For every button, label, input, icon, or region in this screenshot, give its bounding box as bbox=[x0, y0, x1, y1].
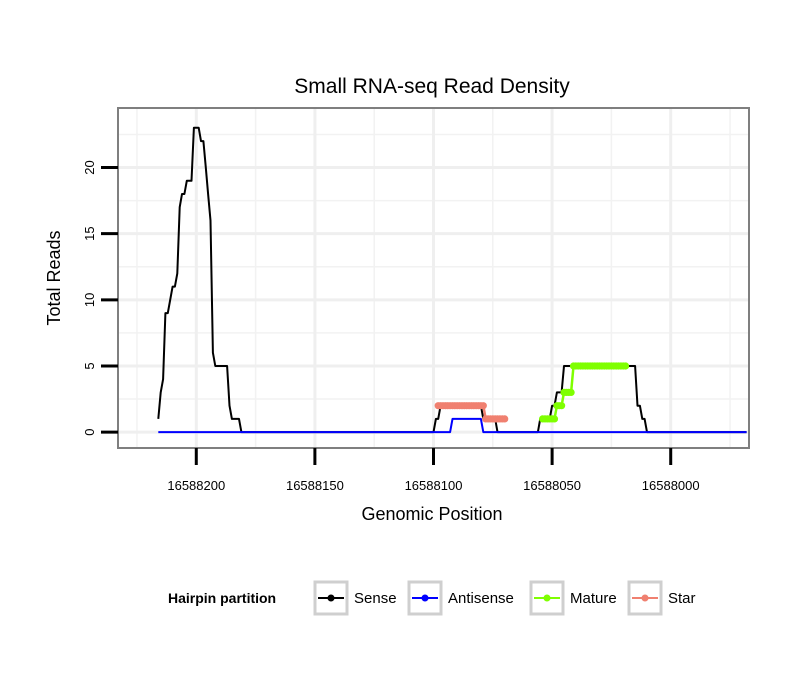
legend-item-sense: Sense bbox=[313, 580, 397, 616]
y-tick-label: 20 bbox=[82, 160, 97, 174]
legend-key-point bbox=[421, 594, 429, 602]
legend-label: Antisense bbox=[448, 590, 514, 607]
series-layer bbox=[157, 126, 747, 434]
legend-key-point bbox=[543, 594, 551, 602]
point-mature bbox=[550, 415, 559, 423]
point-mature bbox=[558, 402, 566, 410]
x-tick-label: 16588050 bbox=[523, 478, 581, 493]
legend: Hairpin partition Sense Antisense Mature St… bbox=[168, 580, 696, 616]
legend-items: Sense Antisense Mature Star bbox=[313, 580, 696, 616]
x-tick-label: 16588100 bbox=[405, 478, 463, 493]
y-tick-label: 10 bbox=[82, 293, 97, 307]
y-axis: 0 5 10 15 20 bbox=[82, 160, 118, 436]
legend-item-star: Star bbox=[627, 580, 696, 616]
x-axis: 16588200 16588150 16588100 16588050 16588000 bbox=[167, 448, 700, 493]
legend-item-antisense: Antisense bbox=[407, 580, 514, 616]
legend-item-mature: Mature bbox=[529, 580, 617, 616]
chart-title: Small RNA-seq Read Density bbox=[294, 75, 570, 98]
x-tick-label: 16588150 bbox=[286, 478, 344, 493]
series-line-antisense bbox=[158, 417, 747, 434]
gridlines bbox=[118, 108, 749, 448]
y-tick-label: 0 bbox=[82, 429, 97, 436]
plot-panel bbox=[117, 107, 750, 449]
legend-label: Sense bbox=[354, 590, 397, 607]
point-star bbox=[479, 402, 487, 410]
point-mature bbox=[567, 388, 575, 396]
x-tick-label: 16588000 bbox=[642, 478, 700, 493]
point-star bbox=[501, 415, 509, 423]
y-axis-title: Total Reads bbox=[44, 230, 64, 325]
point-mature bbox=[622, 362, 630, 370]
legend-title: Hairpin partition bbox=[168, 590, 276, 606]
x-axis-title: Genomic Position bbox=[361, 504, 502, 524]
y-tick-label: 15 bbox=[82, 226, 97, 240]
legend-key-point bbox=[641, 594, 649, 602]
x-tick-label: 16588200 bbox=[167, 478, 225, 493]
legend-label: Star bbox=[668, 590, 696, 607]
legend-key-point bbox=[327, 594, 335, 602]
y-tick-label: 5 bbox=[82, 362, 97, 369]
legend-label: Mature bbox=[570, 590, 617, 607]
